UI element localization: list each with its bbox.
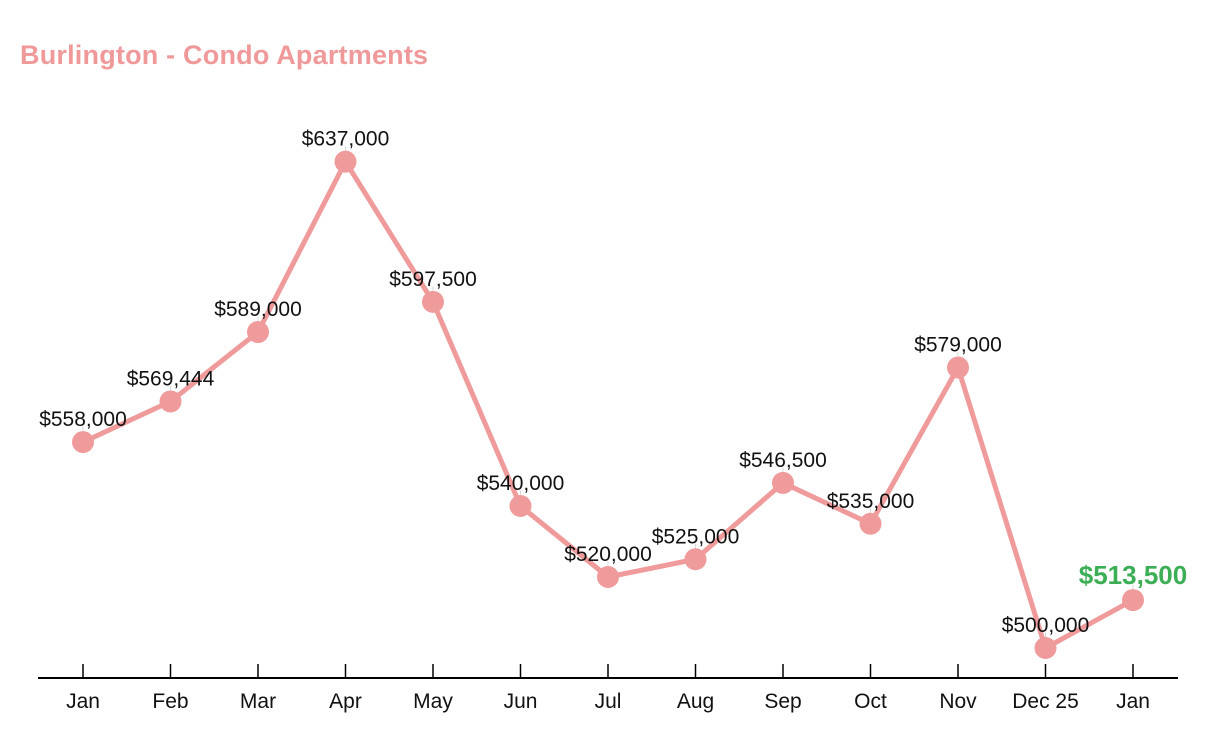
data-point-marker[interactable] xyxy=(1122,589,1144,612)
data-point-label: $546,500 xyxy=(739,449,827,472)
data-point-marker[interactable] xyxy=(684,548,707,571)
x-axis-label: Jan xyxy=(66,690,100,713)
data-point-marker[interactable] xyxy=(159,390,182,413)
x-axis-label: May xyxy=(413,690,453,713)
x-axis-label: Dec 25 xyxy=(1012,690,1079,713)
data-point-label: $637,000 xyxy=(302,128,390,151)
data-point-label: $540,000 xyxy=(477,472,565,495)
data-point-label: $525,000 xyxy=(652,525,740,548)
data-point-label: $535,000 xyxy=(827,490,915,513)
data-point-label: $520,000 xyxy=(564,543,652,566)
chart-title: Burlington - Condo Apartments xyxy=(20,40,429,70)
data-point-marker[interactable] xyxy=(772,471,794,494)
data-point-label: $579,000 xyxy=(914,334,1002,357)
x-axis-label: Feb xyxy=(152,690,188,713)
data-point-marker[interactable] xyxy=(509,495,532,517)
x-axis-label: Jun xyxy=(504,690,538,713)
latest-price-label: $513,500 xyxy=(1079,560,1187,590)
x-axis-label: Oct xyxy=(854,690,887,713)
data-point-marker[interactable] xyxy=(597,566,619,588)
data-point-label: $569,444 xyxy=(127,367,215,390)
data-point-marker[interactable] xyxy=(422,290,444,313)
x-axis-label: Nov xyxy=(939,690,977,713)
data-point-marker[interactable] xyxy=(247,321,269,344)
data-point-label: $597,500 xyxy=(389,268,477,291)
x-axis-label: Jul xyxy=(595,690,622,713)
data-point-marker[interactable] xyxy=(859,512,882,535)
x-axis-label: Mar xyxy=(240,690,276,713)
data-point-marker[interactable] xyxy=(72,431,94,454)
data-point-label: $500,000 xyxy=(1002,614,1090,637)
data-point-label: $558,000 xyxy=(39,408,127,431)
x-axis-label: Sep xyxy=(764,690,801,713)
x-axis-label: Apr xyxy=(329,690,362,713)
x-axis-label: Jan xyxy=(1116,690,1150,713)
data-point-marker[interactable] xyxy=(947,356,969,379)
x-axis-label: Aug xyxy=(677,690,714,713)
data-point-marker[interactable] xyxy=(1034,637,1057,659)
data-point-marker[interactable] xyxy=(334,150,357,173)
data-point-label: $589,000 xyxy=(214,298,302,321)
